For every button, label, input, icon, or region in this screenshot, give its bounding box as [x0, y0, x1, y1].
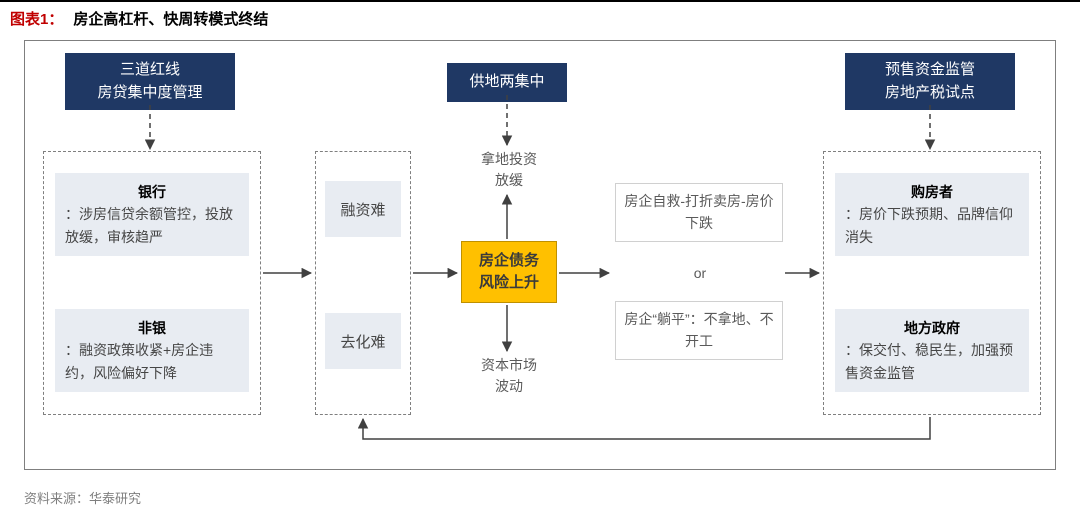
right-buyer-box: 购房者：房价下跌预期、品牌信仰消失 — [835, 173, 1029, 256]
mid-a: 融资难 — [325, 181, 401, 237]
figure-label: 图表1： — [10, 8, 63, 29]
left-bank-box: 银行：涉房信贷余额管控，投放放缓，审核趋严 — [55, 173, 249, 256]
header-right: 预售资金监管房地产税试点 — [845, 53, 1015, 110]
choice-b: 房企“躺平”：不拿地、不开工 — [615, 301, 783, 360]
diagram-canvas: 三道红线房贷集中度管理 供地两集中 预售资金监管房地产税试点 银行：涉房信贷余额… — [24, 40, 1056, 470]
figure-title: 房企高杠杆、快周转模式终结 — [73, 8, 268, 29]
center-hub: 房企债务风险上升 — [461, 241, 557, 303]
right-gov-box: 地方政府：保交付、稳民生，加强预售资金监管 — [835, 309, 1029, 392]
header-left: 三道红线房贷集中度管理 — [65, 53, 235, 110]
choice-or: or — [685, 263, 715, 284]
mid-b: 去化难 — [325, 313, 401, 369]
center-top: 拿地投资放缓 — [467, 149, 551, 191]
left-nonbank-box: 非银：融资政策收紧+房企违约，风险偏好下降 — [55, 309, 249, 392]
choice-a: 房企自救-打折卖房-房价下跌 — [615, 183, 783, 242]
center-bot: 资本市场波动 — [467, 355, 551, 397]
source-footer: 资料来源：华泰研究 — [24, 488, 141, 507]
header-center: 供地两集中 — [447, 63, 567, 102]
